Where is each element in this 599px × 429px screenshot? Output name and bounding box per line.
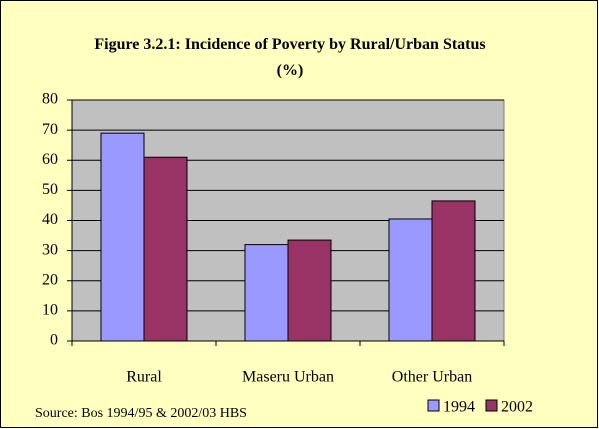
x-tick-label: Other Urban (392, 369, 472, 386)
x-tick-label: Rural (126, 369, 162, 386)
y-tick-label: 60 (42, 151, 58, 168)
bar (388, 218, 433, 342)
y-tick-label: 20 (42, 271, 58, 288)
bar (287, 239, 332, 342)
bar (100, 132, 145, 342)
y-tick-label: 80 (42, 91, 58, 108)
source-note: Source: Bos 1994/95 & 2002/03 HBS (35, 406, 247, 421)
legend-swatch (485, 399, 498, 412)
y-tick-label: 40 (42, 211, 58, 228)
y-tick-label: 70 (42, 121, 58, 138)
bar (431, 200, 476, 342)
x-tick-label: Maseru Urban (242, 369, 334, 386)
y-tick-label: 0 (50, 332, 58, 349)
bar (244, 244, 289, 342)
legend-label: 1994 (443, 399, 475, 416)
y-tick-label: 10 (42, 302, 58, 319)
bar (143, 156, 188, 342)
y-tick-label: 30 (42, 241, 58, 258)
legend-label: 2002 (501, 399, 533, 416)
legend-swatch (427, 399, 440, 412)
chart-title: Figure 3.2.1: Incidence of Poverty by Ru… (94, 36, 486, 79)
y-tick-label: 50 (42, 181, 58, 198)
